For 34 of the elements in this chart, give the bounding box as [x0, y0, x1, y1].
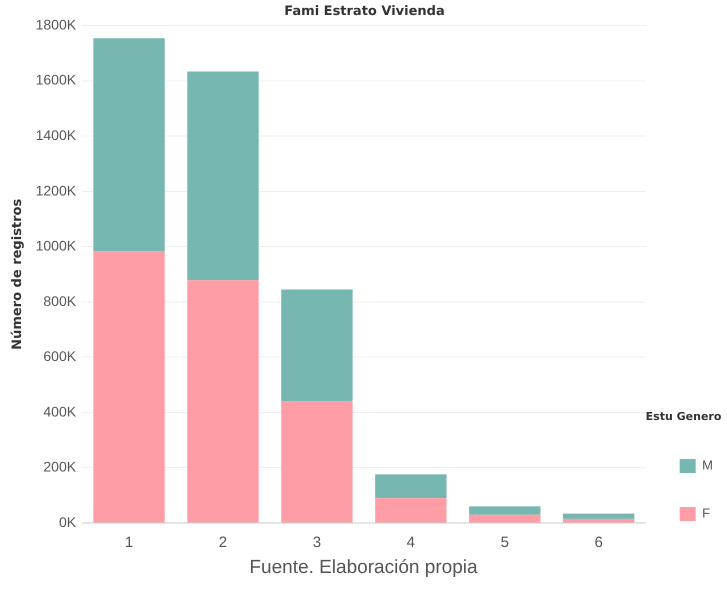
bar [563, 518, 634, 522]
chart-title: Fami Estrato Vivienda [284, 4, 445, 20]
bar [93, 251, 165, 522]
bar [469, 514, 540, 522]
y-tick-label: 600K [43, 348, 77, 364]
y-tick-label: 1000K [36, 238, 77, 254]
legend-label: M [702, 458, 714, 473]
x-tick-label: 6 [594, 534, 603, 552]
legend-title: Estu Genero [646, 410, 722, 424]
bar [93, 38, 165, 252]
y-tick-label: 400K [43, 403, 77, 420]
y-tick-label: 1600K [36, 72, 77, 88]
y-axis-title: Número de registros [10, 198, 26, 350]
bar [281, 401, 353, 522]
x-tick-label: 2 [218, 534, 228, 552]
x-tick-label: 5 [500, 534, 509, 552]
y-tick-label: 1800K [36, 16, 77, 32]
y-tick-label: 800K [43, 292, 77, 309]
y-tick-label: 0K [58, 514, 77, 530]
y-tick-label: 1200K [36, 182, 77, 198]
legend-label: F [702, 506, 710, 521]
bar [281, 290, 353, 402]
x-tick-label: 3 [312, 534, 322, 552]
bar [187, 71, 259, 280]
bar [469, 506, 540, 515]
source-note: Fuente. Elaboración propia [248, 557, 479, 579]
x-tick-label: 1 [124, 534, 134, 552]
bar [375, 498, 447, 522]
bar [563, 514, 634, 519]
x-tick-label: 4 [406, 534, 416, 552]
bar [375, 474, 447, 498]
y-tick-label: 200K [43, 458, 77, 475]
bar [187, 280, 259, 522]
y-tick-label: 1400K [36, 126, 77, 143]
